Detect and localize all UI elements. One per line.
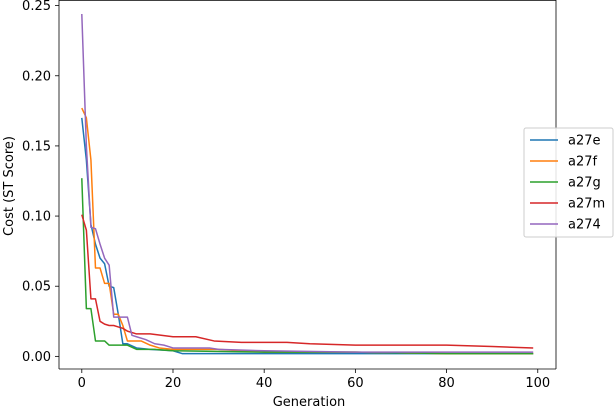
x-tick-label: 40 [256, 376, 273, 391]
y-tick-label: 0.25 [22, 0, 51, 14]
legend-box [523, 127, 614, 238]
x-tick-label: 80 [438, 376, 455, 391]
x-axis-label: Generation [273, 395, 346, 410]
legend-label-a27g: a27g [568, 176, 601, 191]
x-tick-label: 60 [347, 376, 364, 391]
x-tick-label: 0 [78, 376, 86, 391]
legend: a27e a27f a27g a27m a274 [523, 127, 614, 238]
ticks-layer: 0 20 40 60 80 100 0.00 0.05 0.10 0.15 0.20 0.25 [22, 0, 550, 391]
legend-label-a274: a274 [568, 218, 601, 233]
y-tick-label: 0.00 [22, 350, 51, 365]
y-tick-label: 0.15 [22, 139, 51, 154]
legend-label-a27m: a27m [568, 197, 605, 212]
series-layer [81, 14, 534, 355]
y-tick-label: 0.05 [22, 280, 51, 295]
legend-label-a27f: a27f [568, 155, 598, 170]
y-axis-label: Cost (ST Score) [2, 136, 17, 236]
plot-area [59, 0, 556, 369]
y-tick-label: 0.10 [22, 210, 51, 225]
series-line-a27m [81, 214, 534, 349]
series-line-a27g [81, 178, 534, 355]
x-tick-label: 20 [165, 376, 182, 391]
series-line-a27e [81, 117, 534, 355]
axes-layer [58, 0, 557, 370]
legend-label-a27e: a27e [568, 134, 601, 149]
y-tick-label: 0.20 [22, 69, 51, 84]
series-line-a274 [81, 14, 534, 353]
x-tick-label: 100 [525, 376, 550, 391]
